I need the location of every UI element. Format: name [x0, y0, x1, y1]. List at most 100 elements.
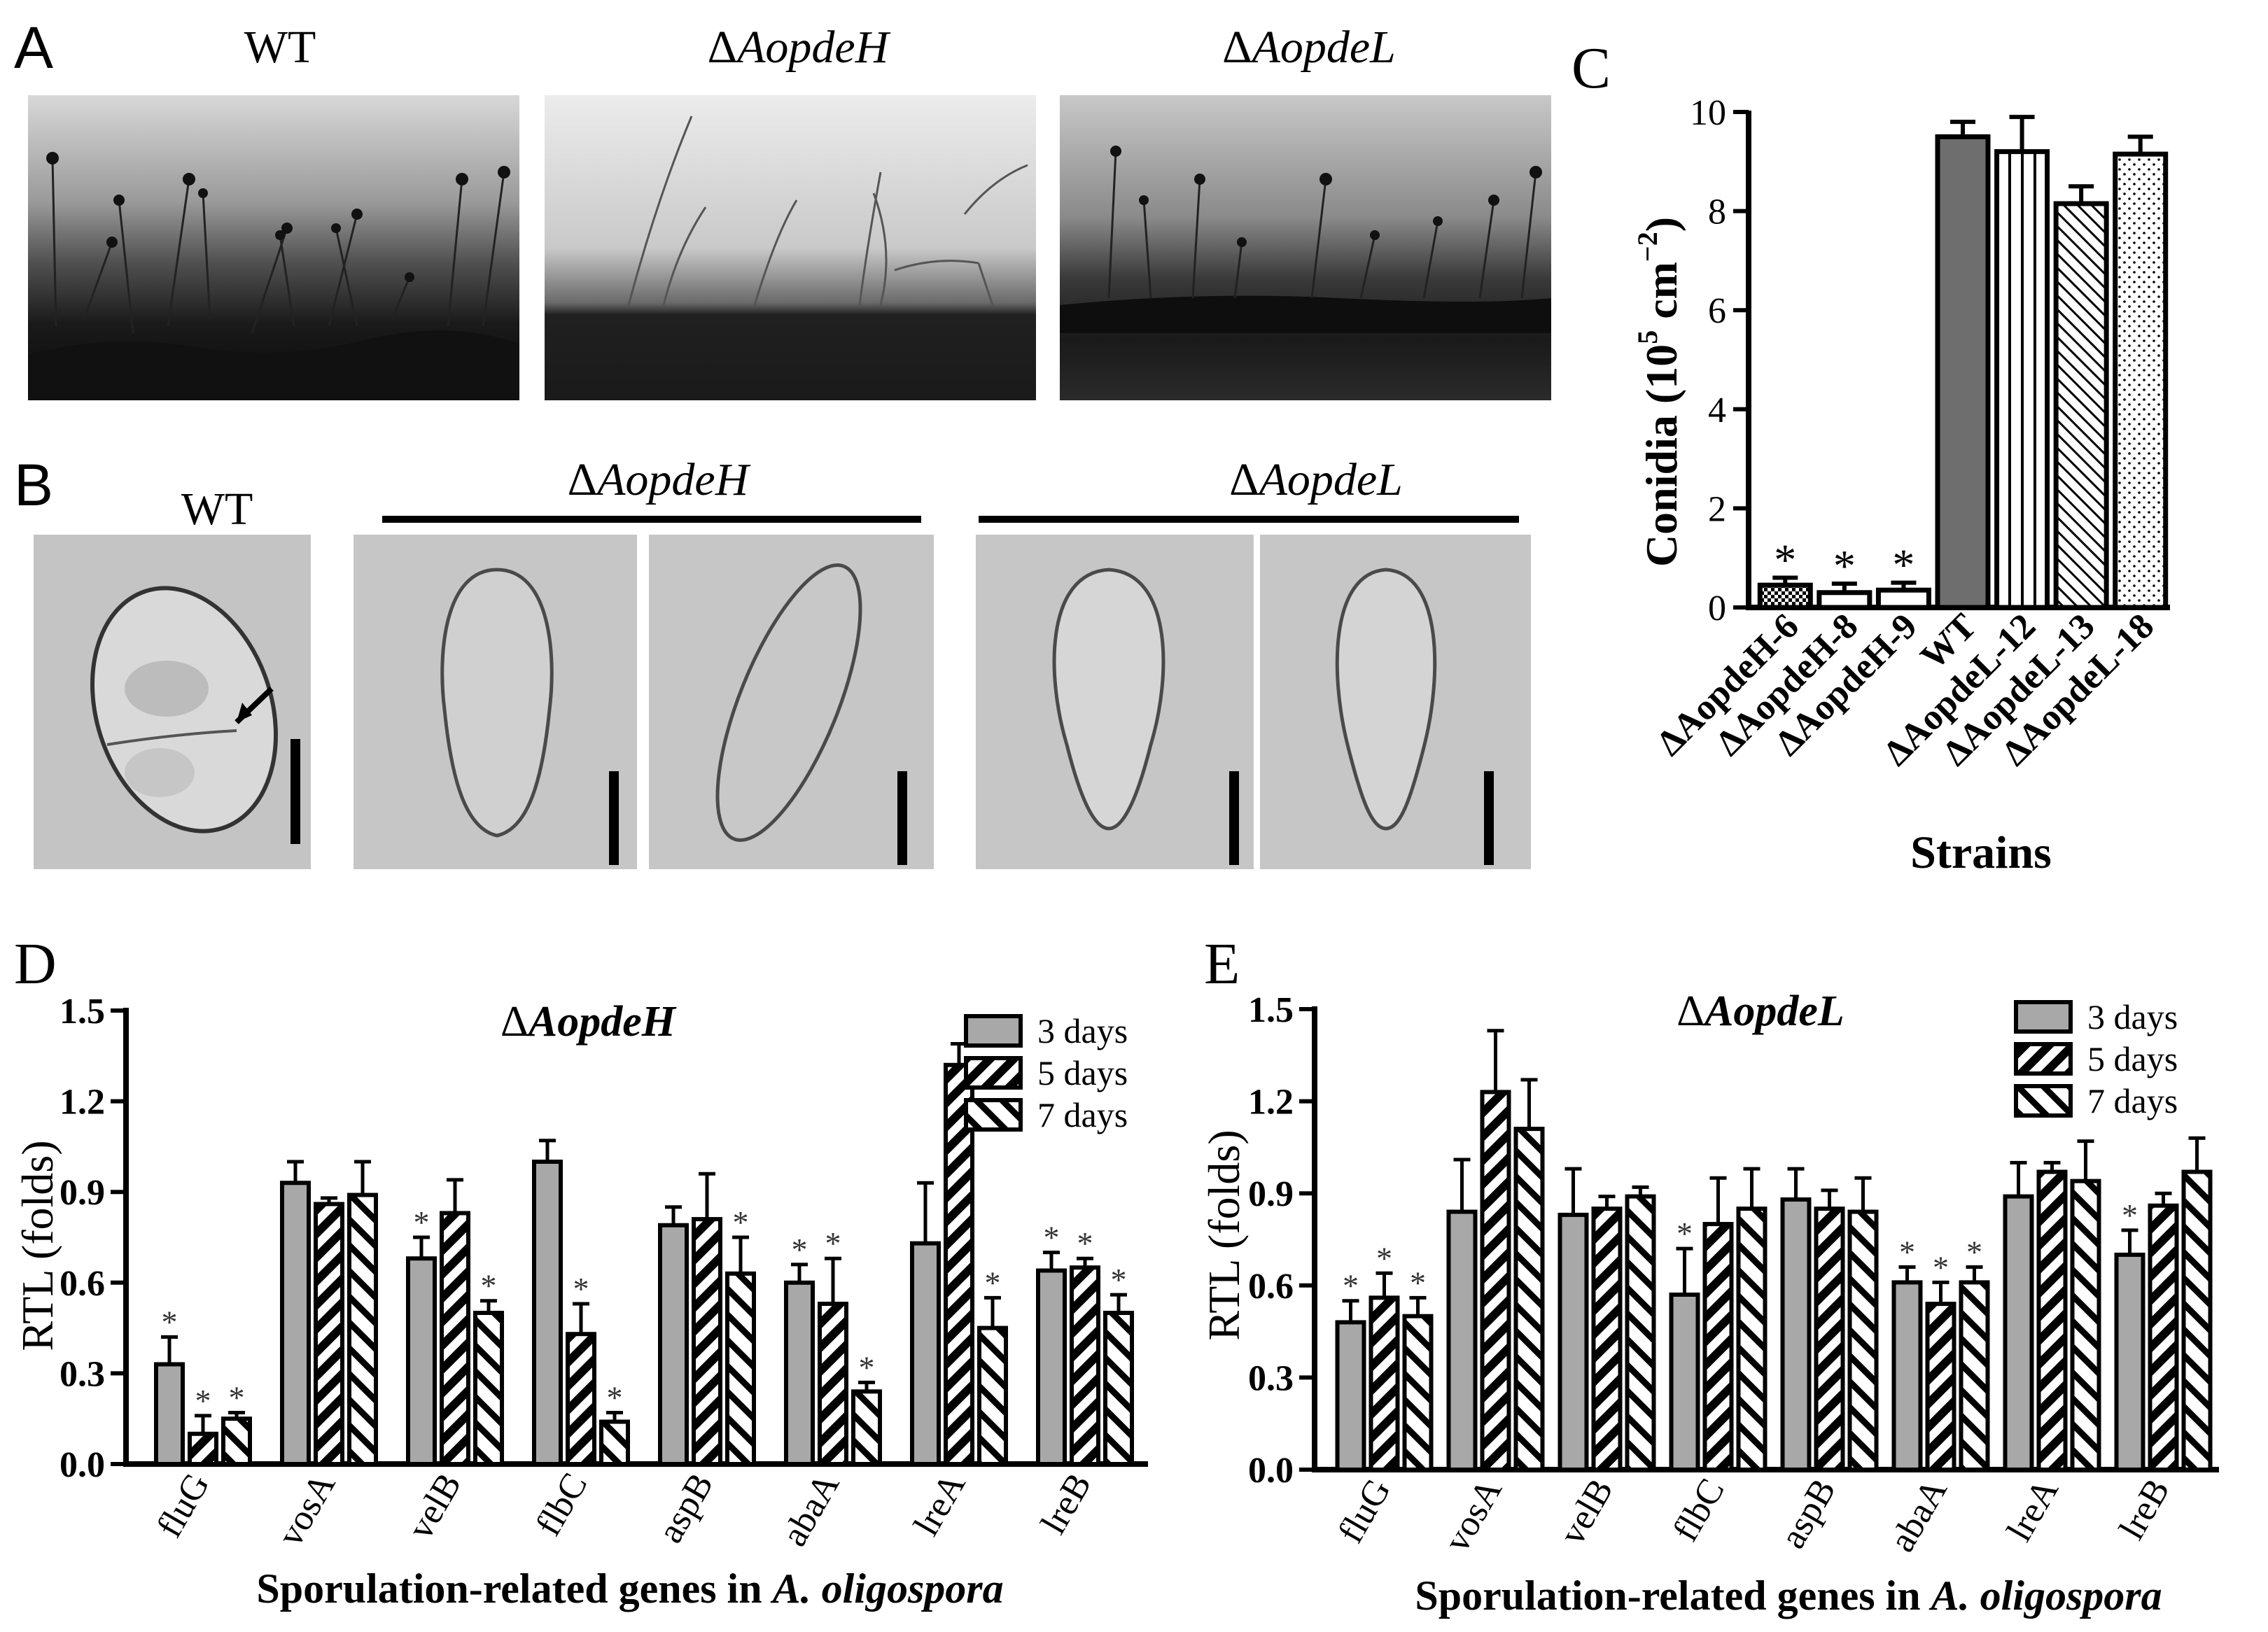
panel-d-bar — [154, 1362, 185, 1466]
panel-d-bar — [188, 1431, 218, 1467]
panel-e-y-tick-label: 0.6 — [1248, 1267, 1294, 1307]
panel-e-bar — [1959, 1280, 1990, 1472]
photo-wt-conidiophores — [28, 95, 519, 400]
panel-e-significance-star: * — [1376, 1240, 1392, 1276]
panel-d-significance-star: * — [792, 1232, 808, 1267]
panel-d-legend-label: 7 days — [1037, 1095, 1128, 1134]
panel-e-significance-star: * — [2122, 1197, 2138, 1233]
panel-d-category-label: vosA — [270, 1466, 343, 1553]
panel-c-significance-star: * — [1833, 541, 1856, 591]
panel-d-legend-label: 5 days — [1037, 1053, 1128, 1092]
photo-aopdeh-hyphae — [545, 95, 1036, 400]
panel-c-bar — [1994, 149, 2050, 610]
panel-d-letter: D — [14, 931, 57, 997]
panel-e-bar — [2114, 1252, 2146, 1472]
panel-d-bar — [473, 1311, 504, 1466]
photo-aopdel-conidium-1 — [976, 535, 1254, 869]
panel-e-bar — [2148, 1203, 2179, 1472]
panel-e-bar — [1446, 1209, 1478, 1472]
panel-e-legend-label: 5 days — [2087, 1039, 2178, 1078]
panel-d-bar — [532, 1160, 563, 1466]
panel-e-bar — [1480, 1090, 1511, 1472]
panel-d-legend-label: 3 days — [1037, 1011, 1128, 1050]
panel-d-bar — [784, 1280, 815, 1467]
photo-wt-conidium — [34, 535, 311, 869]
panel-c-y-tick-label: 10 — [1690, 93, 1726, 133]
panel-d-category-label: flbC — [528, 1467, 596, 1543]
panel-e-bar — [1891, 1280, 1923, 1472]
panel-d-bar — [851, 1389, 882, 1466]
panel-c-y-tick-label: 6 — [1708, 291, 1726, 331]
panel-c-bar — [1757, 582, 1813, 610]
panel-b-label-aopdel: ΔAopdeL — [1229, 454, 1403, 505]
panel-d-bar — [658, 1223, 689, 1466]
panel-e-bar — [1814, 1207, 1845, 1472]
panel-d-bar — [599, 1419, 630, 1467]
panel-d-y-tick-label: 0.0 — [59, 1445, 105, 1485]
panel-d-significance-star: * — [733, 1204, 749, 1240]
photo-aopdeh-conidium-1 — [354, 535, 637, 869]
panel-a-letter: A — [14, 15, 54, 80]
panel-d-bar — [221, 1416, 252, 1466]
panel-c-significance-star: * — [1892, 540, 1914, 590]
panel-d-legend-swatch — [964, 1056, 1023, 1090]
panel-d-title: ΔAopdeH — [500, 998, 677, 1046]
panel-e-bar — [1669, 1292, 1700, 1472]
panel-e-bar — [1780, 1197, 1812, 1472]
panel-d-category-label: abaA — [774, 1466, 847, 1553]
panel-e-category-label: velB — [1552, 1472, 1620, 1552]
panel-d-category-label: lreA — [906, 1466, 974, 1542]
panel-d-x-axis-label: Sporulation-related genes in A. oligospo… — [256, 1566, 1003, 1612]
panel-d-bar — [314, 1202, 344, 1466]
panel-d-significance-star: * — [195, 1383, 211, 1419]
panel-d-bar — [566, 1332, 596, 1466]
panel-e-bar — [1558, 1212, 1589, 1472]
panel-c-y-tick-label: 8 — [1708, 192, 1726, 232]
panel-d-bar — [406, 1256, 437, 1466]
panel-c-bar — [2053, 201, 2109, 610]
panel-e-bar — [1368, 1295, 1400, 1472]
panel-e-bar — [2181, 1169, 2213, 1472]
panel-d-significance-star: * — [859, 1349, 875, 1385]
panel-d-significance-star: * — [825, 1225, 841, 1261]
panel-d-significance-star: * — [607, 1380, 623, 1416]
panel-e-category-label: aspB — [1773, 1472, 1844, 1556]
panel-e-bar — [1335, 1320, 1366, 1472]
panel-d-bar — [725, 1271, 756, 1466]
panel-d-bar — [1070, 1265, 1100, 1466]
photo-aopdeh-conidium-2 — [649, 535, 934, 869]
panel-d-significance-star: * — [1044, 1220, 1060, 1255]
panel-e-y-axis-label: RTL (folds) — [1199, 1130, 1249, 1340]
panel-d-legend-swatch — [964, 1014, 1023, 1048]
panel-e-bar — [1513, 1127, 1545, 1472]
panel-e-significance-star: * — [1899, 1234, 1915, 1269]
panel-e-legend-label: 3 days — [2087, 997, 2178, 1036]
panel-d-y-axis-label: RTL (folds) — [13, 1140, 62, 1351]
panel-e-category-label: fluG — [1331, 1472, 1399, 1550]
panel-d-category-label: aspB — [650, 1467, 721, 1550]
panel-c-y-axis-label: Conidia (105 cm−2) — [1632, 217, 1686, 567]
panel-d-category-label: lreB — [1033, 1467, 1099, 1541]
panel-b-label-wt: WT — [181, 484, 253, 535]
panel-e-category-label: vosA — [1437, 1472, 1510, 1559]
panel-e-category-label: abaA — [1882, 1472, 1955, 1559]
panel-e-bar — [2036, 1169, 2068, 1472]
panel-e-bar — [1736, 1207, 1768, 1472]
panel-e-category-label: lreA — [1999, 1472, 2066, 1548]
panel-e-title: ΔAopdeL — [1676, 987, 1844, 1035]
panel-e-bar — [1591, 1207, 1623, 1472]
panel-e-plot: 0.0 0.3 0.6 0.9 1.2 1.5 * * * fluG vosA velB * flbC as… — [1248, 990, 2219, 1559]
panel-b-aopdeh-underline — [382, 516, 921, 523]
panel-e-bar — [1625, 1194, 1656, 1472]
panel-d-bar — [977, 1325, 1008, 1466]
panel-e-category-label: lreB — [2112, 1472, 2178, 1547]
panel-d-y-tick-label: 1.5 — [59, 992, 105, 1032]
panel-c-bar — [1875, 587, 1931, 610]
panel-d-bar — [818, 1302, 848, 1467]
panel-e-bar — [2070, 1179, 2101, 1472]
panel-e-significance-star: * — [1410, 1265, 1426, 1300]
panel-e-significance-star: * — [1343, 1268, 1359, 1304]
panel-d-bar — [1103, 1311, 1134, 1466]
panel-d-bar — [1036, 1268, 1067, 1467]
